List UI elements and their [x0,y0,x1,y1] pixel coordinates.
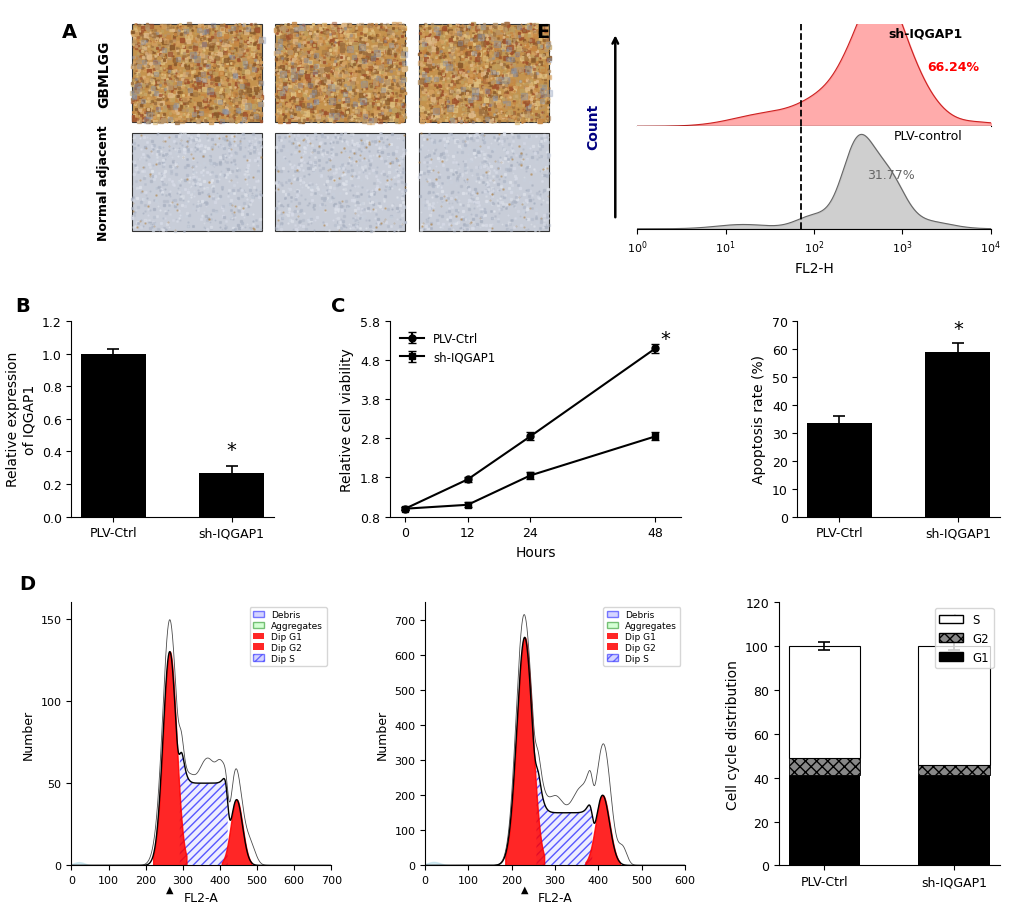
Text: A: A [62,23,77,42]
Text: B: B [15,297,30,316]
Y-axis label: Number: Number [22,709,35,759]
Bar [917,647,988,764]
Bar [788,647,859,758]
Y-axis label: Number: Number [375,709,388,759]
Text: Normal adjacent: Normal adjacent [97,125,110,241]
Bar [275,134,405,231]
Legend: S, G2, G1: S, G2, G1 [933,609,993,669]
Bar [131,134,261,231]
Text: D: D [19,575,36,593]
Bar [917,775,988,865]
X-axis label: Hours: Hours [515,545,555,559]
Bar [131,25,261,123]
X-axis label: FL2-A: FL2-A [537,891,572,904]
Bar [788,775,859,865]
Legend: Debris, Aggregates, Dip G1, Dip G2, Dip S: Debris, Aggregates, Dip G1, Dip G2, Dip … [602,607,680,667]
Bar [419,134,548,231]
Text: ▲: ▲ [166,884,173,894]
Text: *: * [226,441,236,460]
Y-axis label: Relative expression
of IQGAP1: Relative expression of IQGAP1 [6,352,36,486]
Bar [275,25,405,123]
Bar [806,424,871,517]
Y-axis label: Apoptosis rate (%): Apoptosis rate (%) [751,355,765,484]
Legend: PLV-Ctrl, sh-IQGAP1: PLV-Ctrl, sh-IQGAP1 [395,328,499,369]
Bar [788,758,859,775]
Text: *: * [948,612,958,631]
Bar [917,764,988,775]
Y-axis label: Relative cell viability: Relative cell viability [340,347,354,491]
Text: Count: Count [586,104,599,150]
Text: E: E [535,23,548,42]
Bar [924,353,989,517]
Text: GBMLGG: GBMLGG [97,40,111,107]
Text: ▲: ▲ [521,884,528,894]
Y-axis label: Cell cycle distribution: Cell cycle distribution [725,660,739,809]
Bar [199,473,264,517]
Text: *: * [952,320,962,338]
X-axis label: FL2-A: FL2-A [183,891,218,904]
Text: *: * [660,330,669,349]
Text: C: C [331,297,345,316]
Bar [419,25,548,123]
Legend: Debris, Aggregates, Dip G1, Dip G2, Dip S: Debris, Aggregates, Dip G1, Dip G2, Dip … [250,607,326,667]
Bar [81,354,146,517]
